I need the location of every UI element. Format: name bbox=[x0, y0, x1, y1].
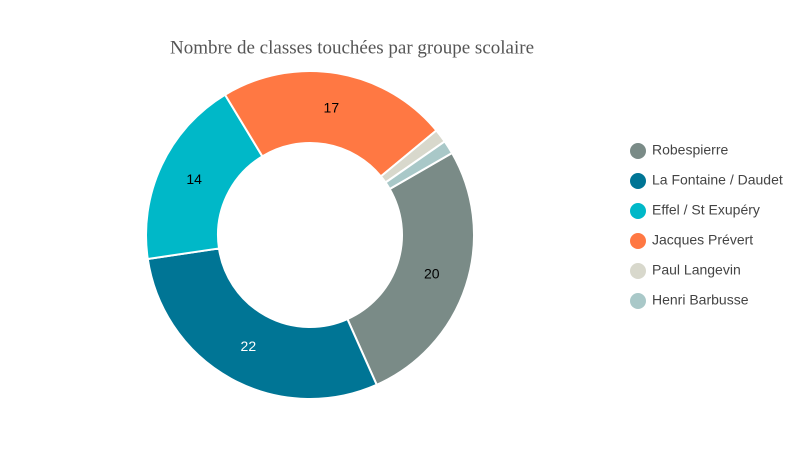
slice-label: 17 bbox=[324, 99, 340, 115]
donut-slice bbox=[146, 247, 379, 400]
legend-label: La Fontaine / Daudet bbox=[652, 172, 783, 188]
legend-swatch bbox=[630, 143, 646, 159]
legend-swatch bbox=[630, 173, 646, 189]
slice-label: 20 bbox=[424, 265, 440, 281]
donut-slice bbox=[346, 151, 475, 387]
slice-label: 14 bbox=[186, 171, 202, 187]
legend-label: Paul Langevin bbox=[652, 262, 741, 278]
legend-swatch bbox=[630, 263, 646, 279]
donut-slice bbox=[145, 93, 264, 261]
donut-slice bbox=[223, 70, 438, 178]
chart-title: Nombre de classes touchées par groupe sc… bbox=[170, 37, 534, 58]
legend-label: Jacques Prévert bbox=[652, 232, 753, 248]
slice-label: 22 bbox=[241, 338, 257, 354]
legend-swatch bbox=[630, 203, 646, 219]
legend-label: Henri Barbusse bbox=[652, 292, 749, 308]
legend-swatch bbox=[630, 233, 646, 249]
legend-label: Robespierre bbox=[652, 142, 728, 158]
legend-label: Effel / St Exupéry bbox=[652, 202, 760, 218]
legend-swatch bbox=[630, 293, 646, 309]
donut-slice bbox=[384, 140, 454, 191]
